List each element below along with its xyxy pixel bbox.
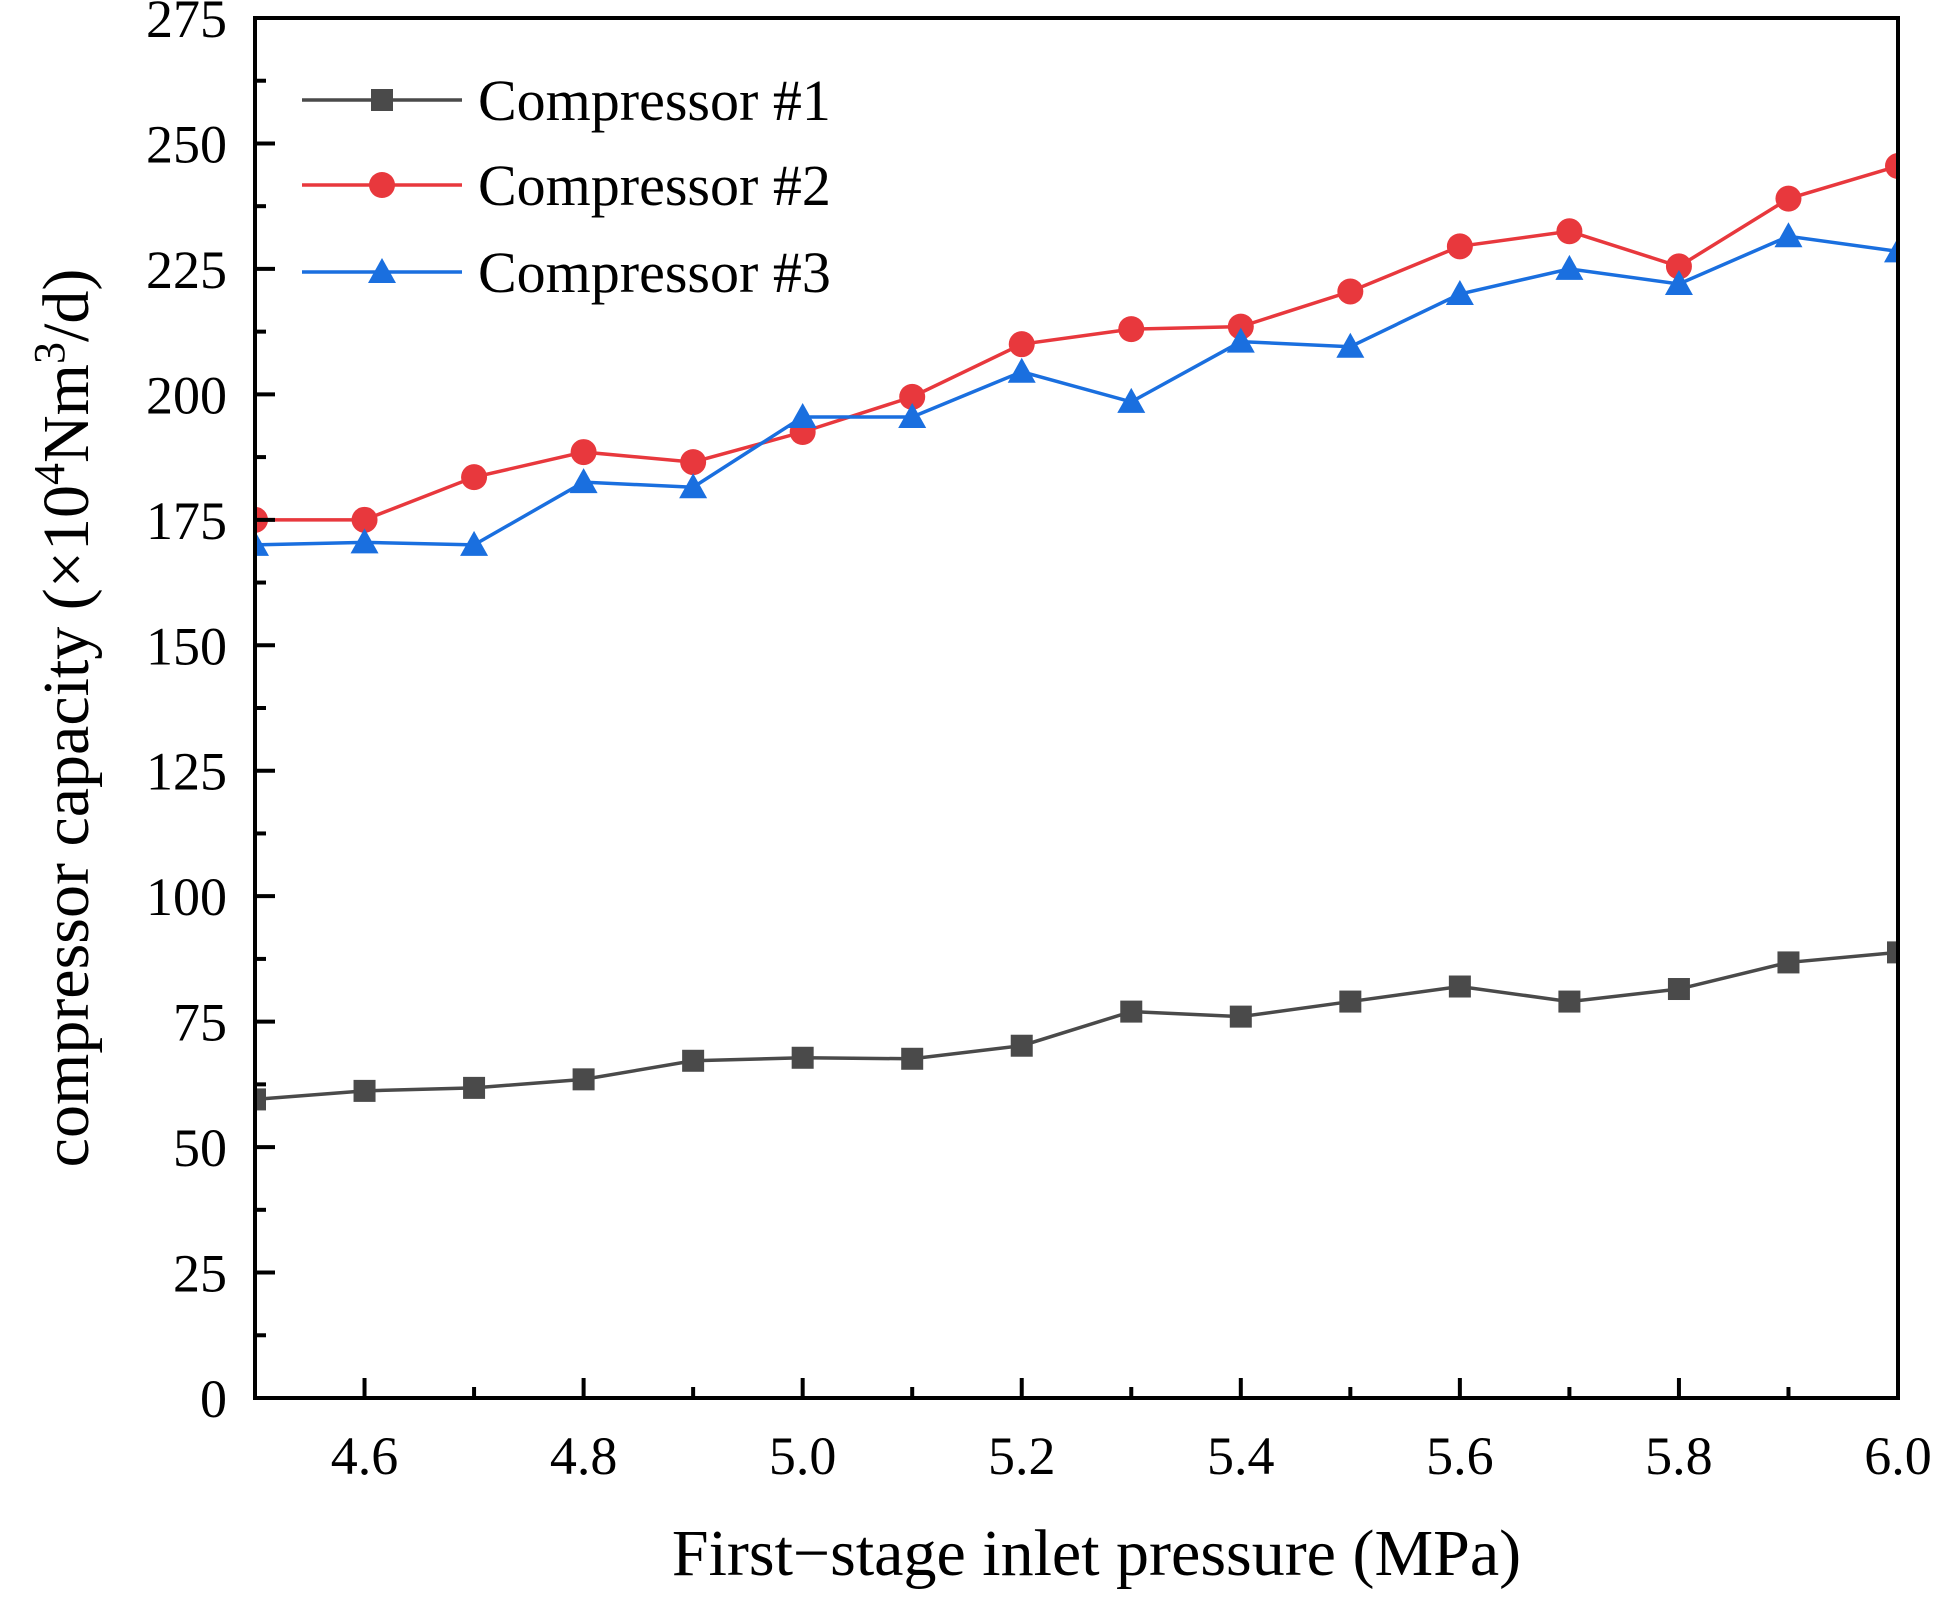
plot-frame (253, 16, 1900, 1400)
series-3-point (255, 530, 269, 556)
series-3-point (1007, 357, 1036, 383)
series-3-point (460, 530, 489, 556)
y-tick-label: 250 (146, 114, 227, 174)
legend-label: Compressor #1 (478, 68, 831, 133)
series-2-point (1665, 253, 1692, 280)
y-tick-label: 150 (146, 616, 227, 676)
legend-marker (368, 258, 396, 283)
y-axis-title-part: Nm (30, 364, 103, 463)
y-axis-title-part: compressor capacity (×10 (30, 485, 103, 1167)
series-1-point (1339, 990, 1362, 1013)
series-2-point (1885, 153, 1898, 180)
x-tick-label: 6.0 (1864, 1426, 1932, 1486)
series-2-point (1118, 316, 1145, 343)
series-1-point (1887, 941, 1898, 964)
series-3-line (255, 234, 1898, 547)
y-tick-label: 200 (146, 365, 227, 425)
y-axis-title-part: /d) (30, 269, 103, 342)
series-group (255, 153, 1898, 1111)
series-1-point (1777, 951, 1800, 974)
series-3-point (1336, 332, 1365, 358)
y-tick-label: 275 (146, 0, 227, 49)
legend-marker (369, 172, 395, 198)
series-1-point (1558, 990, 1581, 1013)
series-1-point (791, 1046, 814, 1069)
series-3-point (1226, 327, 1255, 353)
series-3-point (1774, 222, 1803, 248)
series-2 (255, 153, 1898, 533)
series-3-point (1117, 387, 1146, 413)
series-1-point (572, 1068, 595, 1091)
series-1-point (255, 1088, 266, 1111)
series-2-point (351, 506, 378, 533)
series-2-line (255, 164, 1898, 522)
series-2-point (461, 464, 488, 491)
y-tick-label: 225 (146, 240, 227, 300)
series-3-point (1555, 254, 1584, 280)
axes-group: 0 25 50 75 100 125 150 175 200 225 250 275 4.6 4.8 5.0… (25, 0, 1932, 1590)
y-tick-label: 100 (146, 867, 227, 927)
series-1-point (1010, 1034, 1033, 1057)
y-tick-label: 175 (146, 491, 227, 551)
x-tick-label: 5.2 (988, 1426, 1056, 1486)
x-tick-label: 5.0 (769, 1426, 837, 1486)
y-axis-title: compressor capacity (×104Nm3/d) (25, 269, 104, 1168)
series-1-point (463, 1076, 486, 1099)
legend-label: Compressor #3 (478, 240, 831, 305)
series-1-line (255, 950, 1898, 1102)
series-1-point (682, 1049, 705, 1072)
x-tick-label: 4.8 (550, 1426, 618, 1486)
series-1-point (353, 1079, 376, 1102)
series-1-point (901, 1047, 924, 1070)
series-3-point (569, 468, 598, 494)
series-1-point (1667, 978, 1690, 1001)
series-2-point (570, 439, 597, 466)
legend-entry-3: Compressor #3 (302, 240, 831, 305)
x-tick-label: 5.8 (1645, 1426, 1713, 1486)
series-2-point (1227, 313, 1254, 340)
series-2-point (1556, 218, 1583, 245)
series-1-point (1448, 975, 1471, 998)
legend-entry-1: Compressor #1 (302, 68, 831, 133)
x-tick-label: 5.6 (1426, 1426, 1494, 1486)
y-tick-label: 125 (146, 742, 227, 802)
series-1 (255, 941, 1898, 1111)
series-3-point (350, 528, 379, 554)
y-axis-title-superscript: 4 (25, 463, 74, 485)
series-2-point (1775, 185, 1802, 212)
y-tick-label: 25 (173, 1244, 227, 1304)
series-2-point (1446, 233, 1473, 260)
y-axis-title-superscript: 3 (25, 342, 74, 364)
series-2-point (1337, 278, 1364, 305)
x-tick-label: 4.6 (331, 1426, 399, 1486)
y-tick-label: 75 (173, 993, 227, 1053)
y-tick-label: 50 (173, 1118, 227, 1178)
series-2-point (1008, 331, 1035, 358)
legend-marker (371, 89, 393, 111)
series-3-point (788, 402, 817, 428)
legend-label: Compressor #2 (478, 153, 831, 218)
series-3 (255, 222, 1898, 556)
legend: Compressor #1 Compressor #2 Compressor #3 (302, 68, 831, 305)
series-1-point (1120, 1000, 1143, 1023)
series-3-point (898, 402, 927, 428)
x-tick-label: 5.4 (1207, 1426, 1275, 1486)
series-3-point (1884, 237, 1898, 263)
series-3-point (1664, 269, 1693, 295)
legend-entry-2: Compressor #2 (302, 153, 831, 218)
series-1-point (1229, 1005, 1252, 1028)
series-3-point (679, 473, 708, 499)
y-tick-label: 0 (200, 1369, 227, 1429)
x-axis-title: First−stage inlet pressure (MPa) (672, 1517, 1521, 1590)
series-2-point (899, 383, 926, 410)
series-2-point (680, 449, 707, 476)
series-3-point (1445, 280, 1474, 305)
